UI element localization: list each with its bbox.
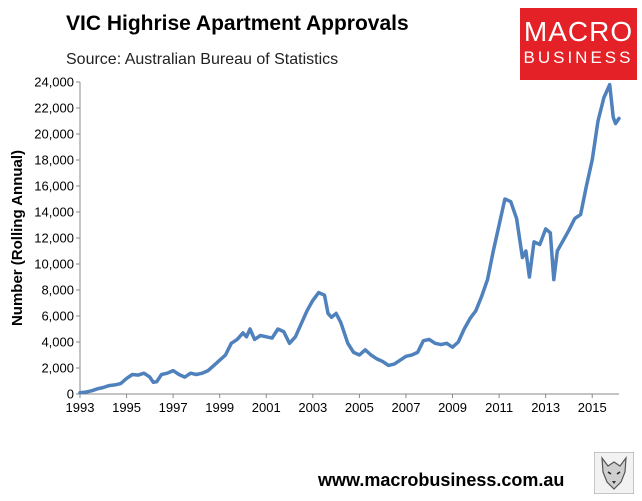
x-tick-label: 2005 xyxy=(345,400,374,415)
y-tick-label: 2,000 xyxy=(41,361,74,376)
x-tick-label: 1999 xyxy=(205,400,234,415)
x-tick-label: 1995 xyxy=(112,400,141,415)
y-tick-label: 14,000 xyxy=(34,205,74,220)
y-tick-label: 20,000 xyxy=(34,127,74,142)
y-axis-label: Number (Rolling Annual) xyxy=(9,150,26,326)
macrobusiness-logo: MACRO BUSINESS xyxy=(520,8,637,80)
x-tick-label: 2011 xyxy=(485,400,513,415)
series-line-0 xyxy=(78,82,621,395)
x-tick-label: 1997 xyxy=(159,400,188,415)
y-tick-label: 16,000 xyxy=(34,179,74,194)
y-tick-label: 10,000 xyxy=(34,257,74,272)
x-axis-ticks: 1993 1995 1997 1999 2001 2003 2005 2007 2009 2011… xyxy=(66,394,607,415)
y-axis-ticks: 0 2,000 4,000 6,000 8,000 10,000 12,000 14,000 1… xyxy=(34,75,80,402)
x-tick-label: 2003 xyxy=(298,400,327,415)
x-tick-label: 2009 xyxy=(438,400,467,415)
x-tick-label: 2001 xyxy=(252,400,281,415)
x-tick-label: 2015 xyxy=(578,400,607,415)
y-tick-label: 6,000 xyxy=(41,309,74,324)
y-tick-label: 4,000 xyxy=(41,335,74,350)
logo-line-macro: MACRO xyxy=(523,16,634,47)
y-tick-label: 22,000 xyxy=(34,101,74,116)
x-tick-label: 2007 xyxy=(392,400,421,415)
wolf-icon xyxy=(594,452,634,494)
y-tick-label: 24,000 xyxy=(34,75,74,90)
footer-website: www.macrobusiness.com.au xyxy=(318,470,565,490)
y-tick-label: 12,000 xyxy=(34,231,74,246)
chart-title: VIC Highrise Apartment Approvals xyxy=(66,12,409,35)
y-tick-label: 18,000 xyxy=(34,153,74,168)
y-tick-label: 0 xyxy=(67,387,74,402)
chart-subtitle: Source: Australian Bureau of Statistics xyxy=(66,51,339,68)
x-tick-label: 2013 xyxy=(531,400,560,415)
x-tick-label: 1993 xyxy=(66,400,95,415)
logo-line-business: BUSINESS xyxy=(523,48,634,67)
y-tick-label: 8,000 xyxy=(41,283,74,298)
series-group xyxy=(78,82,621,395)
